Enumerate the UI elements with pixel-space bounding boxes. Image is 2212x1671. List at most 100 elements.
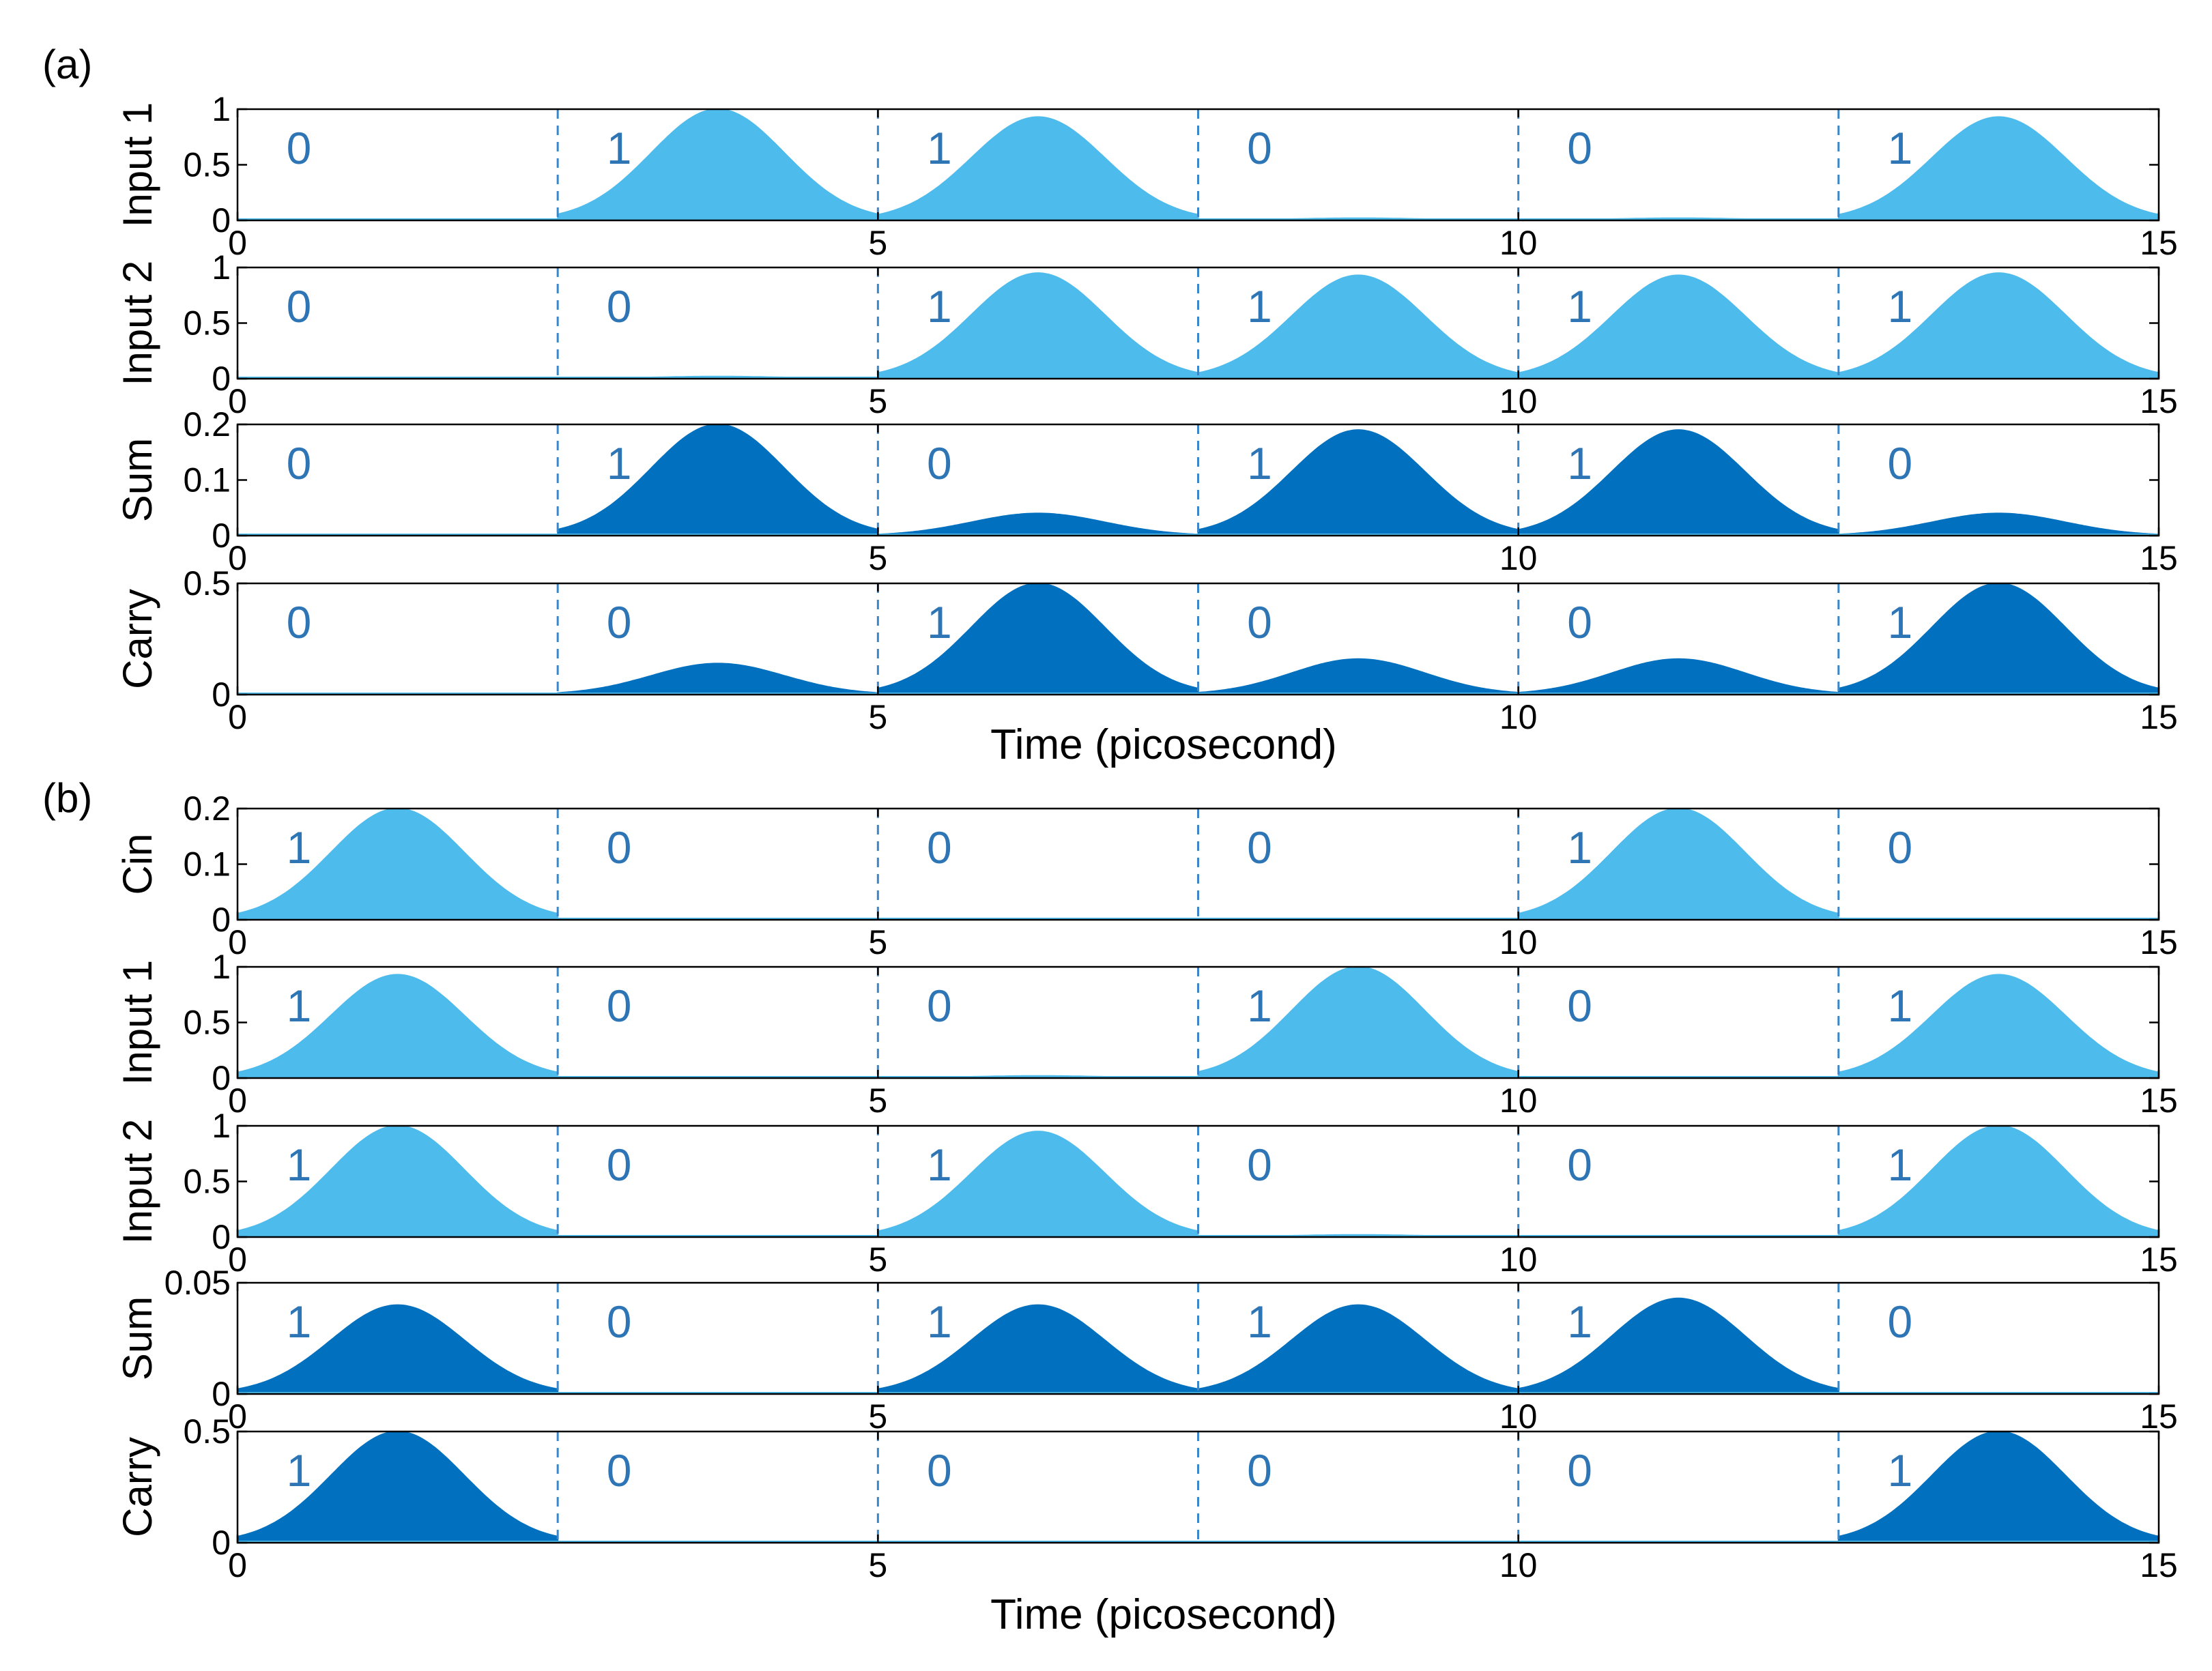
x-tick-label: 10 xyxy=(1499,698,1538,736)
bit-label: 1 xyxy=(927,123,952,173)
pulse-area xyxy=(1837,582,2159,695)
x-tick-label: 10 xyxy=(1499,1546,1538,1584)
bit-label: 0 xyxy=(1247,597,1272,648)
pulse-area xyxy=(877,1131,1199,1238)
xlabel-b: Time (picosecond) xyxy=(990,1591,1337,1638)
x-tick-label: 5 xyxy=(868,224,887,262)
bit-label: 0 xyxy=(1247,1139,1272,1190)
x-tick-label: 15 xyxy=(2140,382,2178,420)
bit-label: 0 xyxy=(287,597,312,648)
x-tick-label: 15 xyxy=(2140,923,2178,961)
x-tick-label: 5 xyxy=(868,698,887,736)
x-tick-label: 0 xyxy=(228,1397,247,1436)
bit-label: 1 xyxy=(927,1296,952,1347)
bit-label: 1 xyxy=(1887,597,1912,648)
y-tick-label: 0.2 xyxy=(183,405,231,444)
pulse-area xyxy=(1837,116,2159,221)
bit-label: 0 xyxy=(927,1445,952,1496)
y-tick-label: 0.1 xyxy=(183,845,231,884)
y-tick-label: 0 xyxy=(212,1059,231,1097)
x-tick-label: 5 xyxy=(868,539,887,577)
bit-label: 0 xyxy=(607,822,632,873)
x-tick-label: 15 xyxy=(2140,1546,2178,1584)
pulse-area xyxy=(1517,807,1839,920)
pulse-area xyxy=(1837,974,2159,1079)
pulse-area xyxy=(877,116,1199,221)
bit-label: 0 xyxy=(1567,123,1592,173)
pulse-area xyxy=(557,108,879,221)
panel-label-b: (b) xyxy=(42,775,92,821)
y-axis-label: Input 2 xyxy=(115,261,160,386)
x-tick-label: 10 xyxy=(1499,923,1538,961)
bit-label: 1 xyxy=(1247,281,1272,332)
pulse-area xyxy=(877,512,1199,536)
bit-label: 1 xyxy=(607,438,632,489)
bit-label: 0 xyxy=(607,1139,632,1190)
bit-label: 0 xyxy=(607,281,632,332)
bit-label: 0 xyxy=(1247,123,1272,173)
y-tick-label: 0.5 xyxy=(183,1004,231,1042)
pulse-area xyxy=(1517,429,1839,536)
x-tick-label: 10 xyxy=(1499,539,1538,577)
bit-label: 0 xyxy=(607,1296,632,1347)
x-tick-label: 5 xyxy=(868,1397,887,1436)
y-axis-label: Cin xyxy=(115,833,160,895)
bit-label: 1 xyxy=(1887,281,1912,332)
pulse-area xyxy=(877,272,1199,379)
bit-label: 0 xyxy=(1887,438,1912,489)
pulse-area xyxy=(237,1430,559,1543)
bit-label: 1 xyxy=(1567,1296,1592,1347)
x-tick-label: 0 xyxy=(228,382,247,420)
bit-label: 1 xyxy=(287,980,312,1031)
y-tick-label: 0.05 xyxy=(164,1264,231,1302)
bit-label: 0 xyxy=(607,597,632,648)
bit-label: 1 xyxy=(927,1139,952,1190)
bit-label: 0 xyxy=(927,980,952,1031)
pulse-area xyxy=(1517,658,1839,695)
y-axis-label: Input 1 xyxy=(115,960,160,1086)
x-tick-label: 10 xyxy=(1499,1081,1538,1120)
x-tick-label: 0 xyxy=(228,698,247,736)
x-tick-label: 0 xyxy=(228,1546,247,1584)
pulse-area xyxy=(1517,274,1839,379)
bit-label: 1 xyxy=(1247,980,1272,1031)
pulse-area xyxy=(237,974,559,1079)
x-tick-label: 0 xyxy=(228,539,247,577)
bit-label: 0 xyxy=(1887,822,1912,873)
pulse-area xyxy=(1837,1430,2159,1543)
y-axis-label: Sum xyxy=(115,1296,160,1380)
x-tick-label: 0 xyxy=(228,1240,247,1279)
y-tick-label: 0 xyxy=(212,360,231,398)
x-tick-label: 5 xyxy=(868,923,887,961)
y-axis-label: Input 1 xyxy=(115,102,160,228)
bit-label: 1 xyxy=(287,1445,312,1496)
x-tick-label: 10 xyxy=(1499,1240,1538,1279)
pulse-area xyxy=(237,807,559,920)
xlabel-a: Time (picosecond) xyxy=(990,721,1337,768)
bit-label: 0 xyxy=(1887,1296,1912,1347)
x-tick-label: 15 xyxy=(2140,224,2178,262)
x-tick-label: 10 xyxy=(1499,224,1538,262)
y-axis-label: Carry xyxy=(115,1437,160,1537)
y-tick-label: 0 xyxy=(212,517,231,555)
y-tick-label: 0 xyxy=(212,1375,231,1413)
x-tick-label: 5 xyxy=(868,382,887,420)
pulse-area xyxy=(1197,658,1519,695)
axes-frame xyxy=(236,582,2160,696)
x-tick-label: 0 xyxy=(228,1081,247,1120)
bit-label: 0 xyxy=(927,438,952,489)
bit-label: 1 xyxy=(287,1139,312,1190)
bit-label: 0 xyxy=(1247,1445,1272,1496)
pulse-area xyxy=(237,1304,559,1395)
x-tick-label: 5 xyxy=(868,1546,887,1584)
bit-label: 0 xyxy=(1567,980,1592,1031)
axes-frame xyxy=(236,1281,2160,1395)
y-tick-label: 0.5 xyxy=(183,1412,231,1451)
bit-label: 1 xyxy=(1887,980,1912,1031)
bit-label: 1 xyxy=(1887,1445,1912,1496)
